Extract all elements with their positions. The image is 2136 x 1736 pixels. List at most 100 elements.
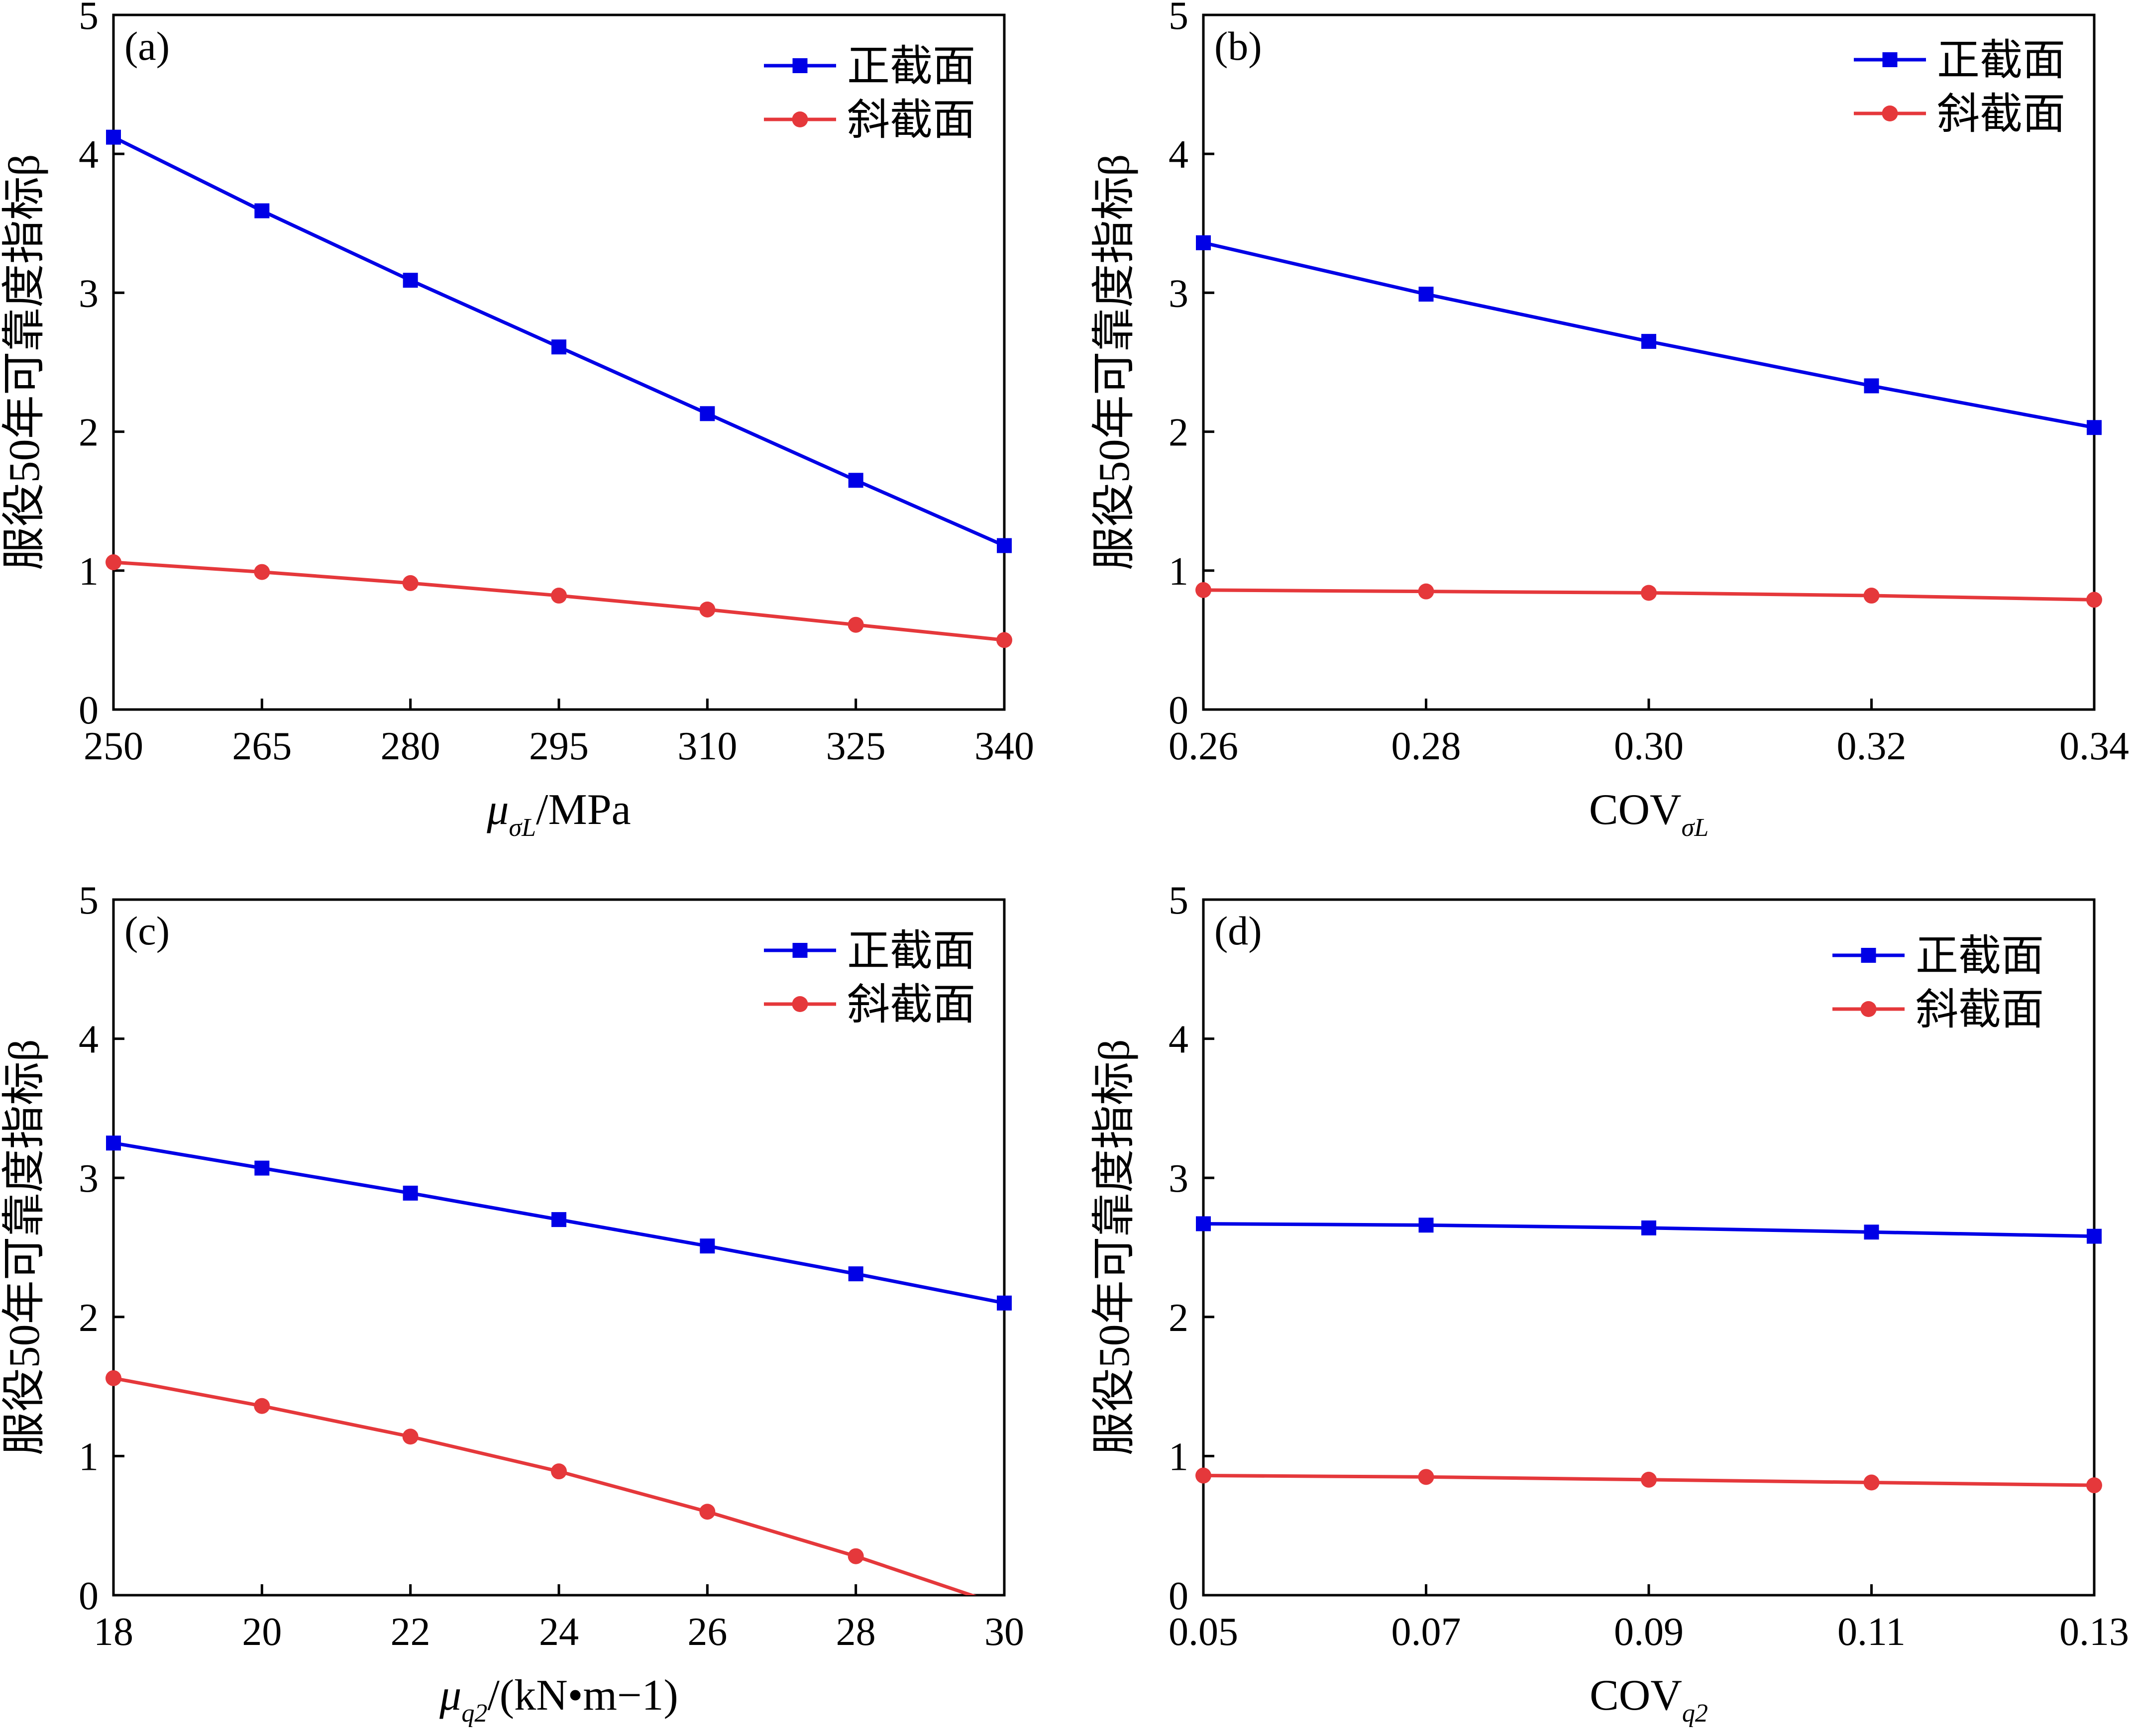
legend-marker-square — [1861, 948, 1876, 963]
x-tick-label: 0.09 — [1614, 1610, 1684, 1654]
data-point-square — [403, 273, 418, 288]
x-axis-label: μq2/(kN•m−1) — [439, 1671, 678, 1728]
y-tick-label: 1 — [1169, 550, 1188, 594]
y-tick-label: 0 — [1169, 1574, 1188, 1618]
x-tick-label: 0.32 — [1837, 724, 1907, 768]
data-point-circle — [402, 1429, 419, 1445]
y-tick-label: 4 — [79, 133, 99, 177]
x-tick-label: 325 — [826, 724, 886, 768]
data-point-circle — [1195, 1467, 1211, 1484]
data-point-circle — [699, 1504, 716, 1520]
x-axis-label-tail: /(kN•m−1) — [487, 1671, 678, 1720]
x-axis-label: COVσL — [1589, 786, 1709, 842]
legend-marker-circle — [1882, 105, 1898, 121]
panel-c: 0 1 2 3 4 5 18 20 22 24 26 28 30 (c) 服役50年可靠度指标β μq2/(k… — [0, 879, 1024, 1728]
x-tick-label: 30 — [984, 1610, 1024, 1654]
x-axis-label-sub: q2 — [1682, 1699, 1708, 1728]
legend-label-2: 斜截面 — [1937, 90, 2065, 138]
data-point-circle — [254, 564, 270, 580]
series-line-2 — [113, 1376, 977, 1595]
x-tick-label: 0.13 — [2059, 1610, 2129, 1654]
data-point-square — [997, 1295, 1012, 1311]
data-point-square — [106, 129, 121, 145]
x-tick-label: 18 — [94, 1610, 133, 1654]
data-point-square — [254, 1160, 270, 1176]
y-tick-label: 5 — [1169, 879, 1188, 922]
y-tick-label: 1 — [79, 1435, 99, 1479]
y-tick-label: 3 — [1169, 272, 1188, 315]
data-point-square — [403, 1185, 418, 1201]
data-point-circle — [2086, 592, 2102, 608]
y-tick-label: 2 — [79, 411, 99, 455]
panel-b: 0 1 2 3 4 5 0.26 0.28 0.30 0.32 0.34 (b) 服役50年可靠度指标β… — [1090, 0, 2129, 842]
x-tick-label: 26 — [687, 1610, 727, 1654]
y-tick-label: 3 — [79, 272, 99, 315]
y-tick-label: 1 — [79, 550, 99, 594]
panel-label: (a) — [124, 23, 170, 69]
data-point-square — [2087, 1228, 2102, 1244]
data-point-circle — [699, 601, 716, 617]
y-tick-label: 5 — [79, 0, 99, 38]
y-axis-label: 服役50年可靠度指标β — [1090, 1039, 1139, 1456]
legend-label-2: 斜截面 — [847, 981, 975, 1028]
data-point-square — [997, 538, 1012, 553]
y-tick-label: 1 — [1169, 1435, 1188, 1479]
data-point-circle — [402, 575, 419, 591]
x-axis-label: μσL/MPa — [486, 786, 631, 842]
y-tick-label: 3 — [79, 1157, 99, 1201]
x-axis-label-main: μ — [486, 786, 509, 834]
y-tick-label: 4 — [79, 1018, 99, 1062]
legend-label-2: 斜截面 — [1916, 986, 2044, 1033]
x-tick-label: 28 — [836, 1610, 876, 1654]
data-point-circle — [1195, 582, 1211, 598]
y-axis-label: 服役50年可靠度指标β — [0, 1039, 49, 1456]
legend-label-1: 正截面 — [847, 927, 975, 975]
data-point-circle — [1863, 588, 1880, 604]
panel-label: (b) — [1214, 23, 1262, 69]
x-tick-label: 310 — [677, 724, 737, 768]
legend-marker-square — [792, 58, 808, 73]
y-tick-label: 4 — [1169, 1018, 1188, 1062]
y-tick-label: 2 — [1169, 1296, 1188, 1340]
legend-label-1: 正截面 — [847, 42, 975, 90]
x-tick-label: 265 — [232, 724, 292, 768]
x-tick-label: 22 — [391, 1610, 430, 1654]
panel-label: (c) — [124, 908, 170, 953]
legend-marker-circle — [1860, 1001, 1877, 1017]
data-point-square — [551, 339, 566, 355]
data-point-circle — [254, 1398, 270, 1414]
x-tick-label: 340 — [974, 724, 1034, 768]
legend-marker-square — [792, 943, 808, 958]
x-tick-label: 0.28 — [1391, 724, 1461, 768]
legend-label-2: 斜截面 — [847, 96, 975, 144]
data-point-square — [700, 1238, 715, 1254]
data-point-square — [1196, 235, 1211, 250]
data-point-square — [1864, 1225, 1879, 1240]
data-point-circle — [1418, 1469, 1434, 1485]
data-point-circle — [2086, 1477, 2102, 1494]
data-point-circle — [551, 1463, 567, 1480]
data-point-circle — [996, 632, 1012, 648]
y-tick-label: 2 — [1169, 411, 1188, 455]
x-axis-label-sub: σL — [509, 814, 536, 842]
data-point-square — [2087, 420, 2102, 435]
x-tick-label: 24 — [539, 1610, 579, 1654]
y-tick-label: 5 — [79, 879, 99, 922]
panel-a: 0 1 2 3 4 5 250 265 280 295 310 325 340 (a) 服役50年可靠度指标… — [0, 0, 1034, 842]
x-tick-label: 0.26 — [1169, 724, 1238, 768]
x-axis-label-sub: σL — [1682, 814, 1709, 842]
data-point-circle — [1418, 583, 1434, 600]
y-axis-label: 服役50年可靠度指标β — [0, 154, 49, 571]
legend-marker-circle — [792, 111, 808, 127]
data-point-square — [1196, 1216, 1211, 1231]
legend-marker-circle — [792, 996, 808, 1012]
data-point-square — [848, 1266, 863, 1282]
legend-label-1: 正截面 — [1937, 36, 2065, 84]
x-tick-label: 0.34 — [2059, 724, 2129, 768]
data-point-circle — [848, 1548, 864, 1564]
data-point-circle — [551, 588, 567, 604]
